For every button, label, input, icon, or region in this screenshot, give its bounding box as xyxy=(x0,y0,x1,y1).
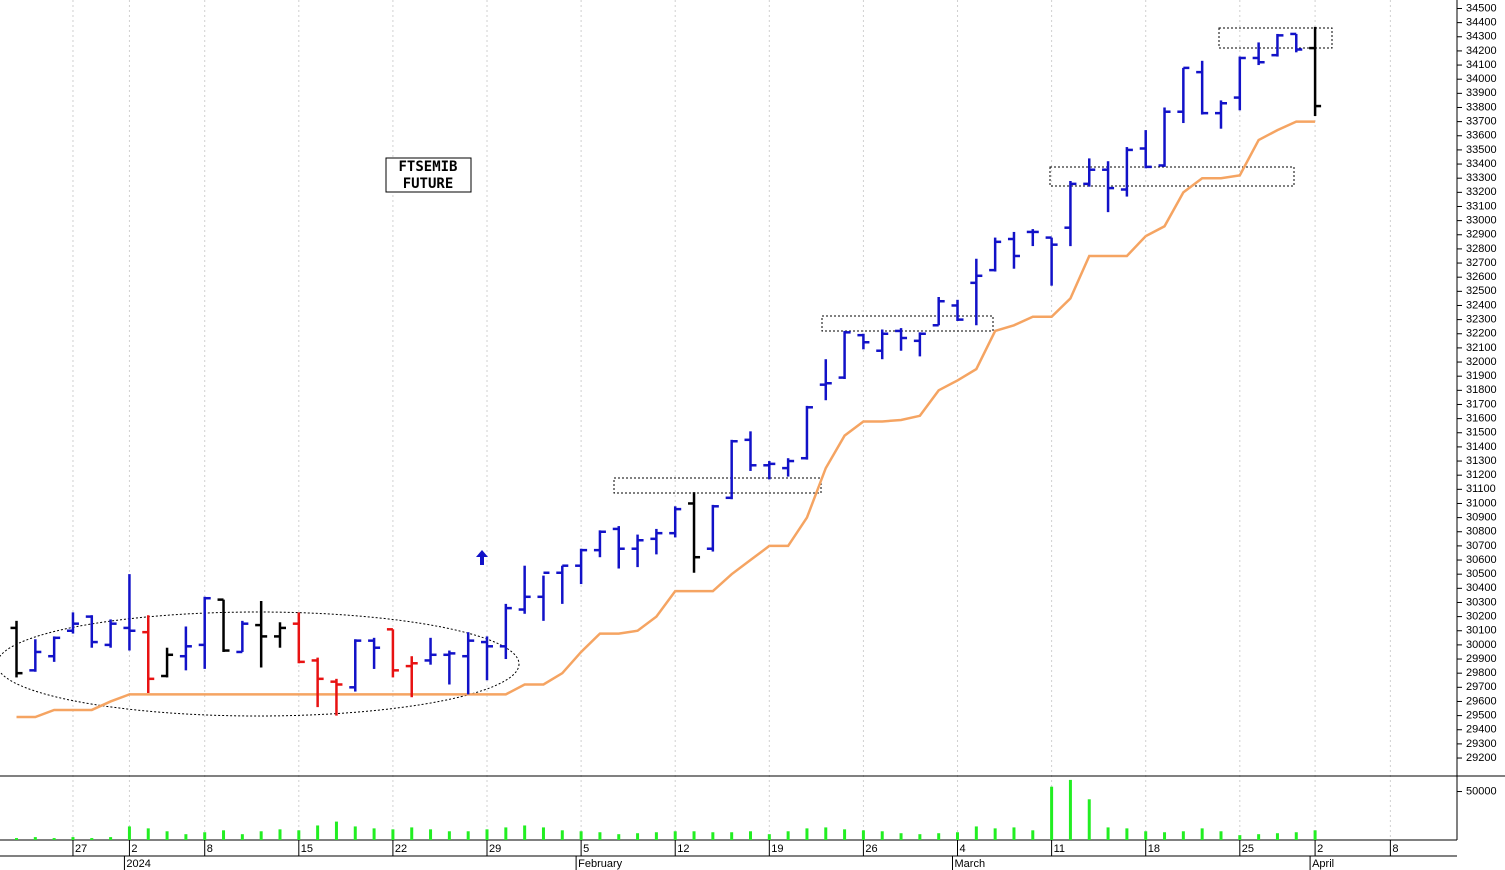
annotation-box xyxy=(385,157,472,193)
y-tick-label: 32000 xyxy=(1466,356,1497,368)
y-tick-label: 34200 xyxy=(1466,45,1497,57)
y-tick-label: 31300 xyxy=(1466,455,1497,467)
y-tick-label: 30700 xyxy=(1466,540,1497,552)
y-tick-label: 31900 xyxy=(1466,370,1497,382)
y-tick-label: 32400 xyxy=(1466,299,1497,311)
x-tick-label: 26 xyxy=(865,843,877,855)
y-tick-label: 33200 xyxy=(1466,186,1497,198)
x-tick-label: 2 xyxy=(1317,843,1323,855)
x-tick-label: 22 xyxy=(395,843,407,855)
y-tick-label: 29900 xyxy=(1466,653,1497,665)
y-tick-label: 33800 xyxy=(1466,101,1497,113)
trailing-stop xyxy=(16,120,1316,719)
x-tick-label: 8 xyxy=(1392,843,1398,855)
y-tick-label: 29600 xyxy=(1466,695,1497,707)
x-tick-label: 18 xyxy=(1148,843,1160,855)
y-tick-label: 29400 xyxy=(1466,724,1497,736)
y-tick-label: 30300 xyxy=(1466,596,1497,608)
buy-arrow xyxy=(476,550,488,565)
x-tick-label: 19 xyxy=(771,843,783,855)
annotation: FTSEMIB xyxy=(398,159,457,175)
range-box xyxy=(821,315,994,332)
x-tick-label: 12 xyxy=(677,843,689,855)
y-tick-label: 32500 xyxy=(1466,285,1497,297)
y-tick-label: 33300 xyxy=(1466,172,1497,184)
y-tick-label: 34000 xyxy=(1466,73,1497,85)
y-tick-label: 33700 xyxy=(1466,116,1497,128)
y-tick-label: 31800 xyxy=(1466,384,1497,396)
x-tick-label: 15 xyxy=(301,843,313,855)
x-tick-label: 29 xyxy=(489,843,501,855)
y-tick-label: 31600 xyxy=(1466,413,1497,425)
y-tick-label: 31400 xyxy=(1466,441,1497,453)
x-tick-label: 27 xyxy=(75,843,87,855)
y-tick-label: 34400 xyxy=(1466,17,1497,29)
y-tick-label: 30400 xyxy=(1466,582,1497,594)
y-tick-label: 32300 xyxy=(1466,314,1497,326)
x-tick-label: 2 xyxy=(131,843,137,855)
y-tick-label: 32100 xyxy=(1466,342,1497,354)
y-tick-label: 29300 xyxy=(1466,738,1497,750)
y-tick-label: 30100 xyxy=(1466,625,1497,637)
range-box xyxy=(1218,27,1333,49)
x-tick-label: 5 xyxy=(583,843,589,855)
x-tick-label: 25 xyxy=(1242,843,1254,855)
y-tick-label: 31000 xyxy=(1466,497,1497,509)
y-tick-label: 31200 xyxy=(1466,469,1497,481)
y-tick-label: 32700 xyxy=(1466,257,1497,269)
y-tick-label: 30500 xyxy=(1466,568,1497,580)
y-tick-label: 30900 xyxy=(1466,512,1497,524)
y-tick-label: 30000 xyxy=(1466,639,1497,651)
month-label: February xyxy=(578,858,623,870)
consolidation-ellipse xyxy=(0,611,520,717)
y-tick-label: 31700 xyxy=(1466,398,1497,410)
y-tick-label: 34100 xyxy=(1466,59,1497,71)
y-tick-label: 29700 xyxy=(1466,681,1497,693)
x-tick-label: 11 xyxy=(1054,843,1065,855)
y-tick-label: 30600 xyxy=(1466,554,1497,566)
annotation: FUTURE xyxy=(403,176,454,192)
range-box xyxy=(613,477,822,494)
y-tick-label: 32600 xyxy=(1466,271,1497,283)
y-tick-label: 33500 xyxy=(1466,144,1497,156)
y-tick-label: 34300 xyxy=(1466,31,1497,43)
month-label: March xyxy=(955,858,986,870)
y-tick-label: 29500 xyxy=(1466,710,1497,722)
month-label: April xyxy=(1312,858,1334,870)
y-tick-label: 29800 xyxy=(1466,667,1497,679)
x-tick-label: 4 xyxy=(960,843,966,855)
grid xyxy=(72,0,1391,840)
range-box xyxy=(1049,166,1295,187)
y-tick-label: 30200 xyxy=(1466,611,1497,623)
y-tick-label: 31500 xyxy=(1466,427,1497,439)
y-tick-label: 34500 xyxy=(1466,2,1497,14)
y-tick-label: 32200 xyxy=(1466,328,1497,340)
y-tick-label: 50000 xyxy=(1466,785,1497,797)
y-tick-label: 33600 xyxy=(1466,130,1497,142)
y-tick-label: 32900 xyxy=(1466,229,1497,241)
y-tick-label: 29200 xyxy=(1466,752,1497,764)
y-tick-label: 33900 xyxy=(1466,87,1497,99)
x-tick-label: 8 xyxy=(207,843,213,855)
y-tick-label: 33400 xyxy=(1466,158,1497,170)
y-tick-label: 30800 xyxy=(1466,526,1497,538)
month-label: 2024 xyxy=(126,858,150,870)
y-tick-label: 33100 xyxy=(1466,200,1497,212)
y-tick-label: 31100 xyxy=(1466,483,1496,495)
y-tick-label: 33000 xyxy=(1466,215,1497,227)
y-tick-label: 32800 xyxy=(1466,243,1497,255)
